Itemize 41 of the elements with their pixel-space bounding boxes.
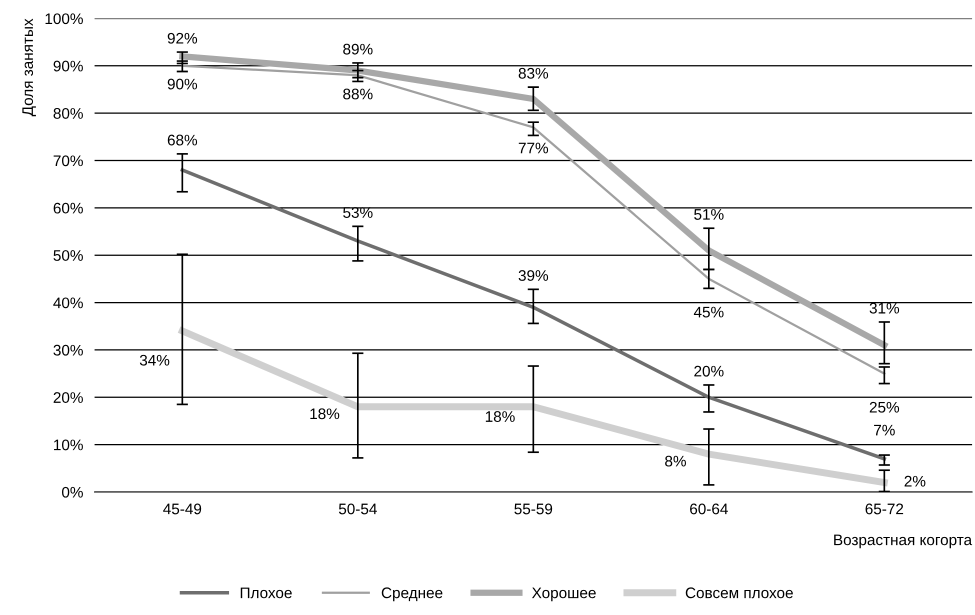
data-label: 45% [694, 306, 724, 318]
legend-label: Хорошее [532, 588, 596, 602]
legend-label: Плохое [240, 588, 292, 598]
y-tick-label: 70% [54, 155, 83, 166]
legend-label: Совсем плохое [686, 587, 793, 598]
x-tick-label: 50-54 [338, 504, 377, 514]
x-tick-label: 55-59 [514, 504, 552, 514]
y-tick-label: 100% [46, 13, 83, 24]
data-label: 2% [904, 476, 926, 487]
data-label: 90% [168, 78, 198, 90]
y-tick-label: 80% [54, 108, 83, 119]
data-label: 7% [874, 424, 895, 436]
y-tick-label: 30% [53, 344, 83, 356]
y-tick-label: 60% [54, 202, 83, 214]
data-label: 25% [870, 402, 900, 413]
data-label: 89% [343, 44, 373, 55]
y-axis-title: Доля занятых [22, 18, 36, 116]
data-label: 51% [694, 209, 724, 220]
data-label: 77% [518, 142, 548, 154]
data-label: 88% [343, 88, 373, 100]
data-label: 34% [140, 354, 170, 366]
x-tick-label: 60-64 [690, 504, 728, 514]
x-tick-label: 45-49 [163, 504, 202, 514]
data-label: 31% [870, 302, 900, 314]
data-label: 39% [518, 270, 548, 281]
y-tick-label: 90% [54, 60, 83, 72]
y-tick-label: 10% [54, 440, 83, 450]
data-label: 68% [168, 134, 198, 146]
data-label: 8% [665, 456, 686, 467]
y-tick-label: 0% [62, 486, 83, 498]
data-label: 92% [168, 32, 198, 44]
y-tick-label: 40% [53, 297, 83, 308]
data-label: 83% [518, 68, 548, 79]
x-tick-label: 65-72 [866, 504, 904, 514]
legend-label: Среднее [382, 587, 442, 602]
data-label: 18% [310, 408, 340, 420]
y-tick-label: 20% [54, 392, 83, 403]
data-label: 20% [694, 366, 724, 377]
x-axis-title: Возрастная когорта [834, 534, 972, 548]
data-label: 18% [486, 411, 515, 422]
y-tick-label: 50% [54, 250, 83, 261]
